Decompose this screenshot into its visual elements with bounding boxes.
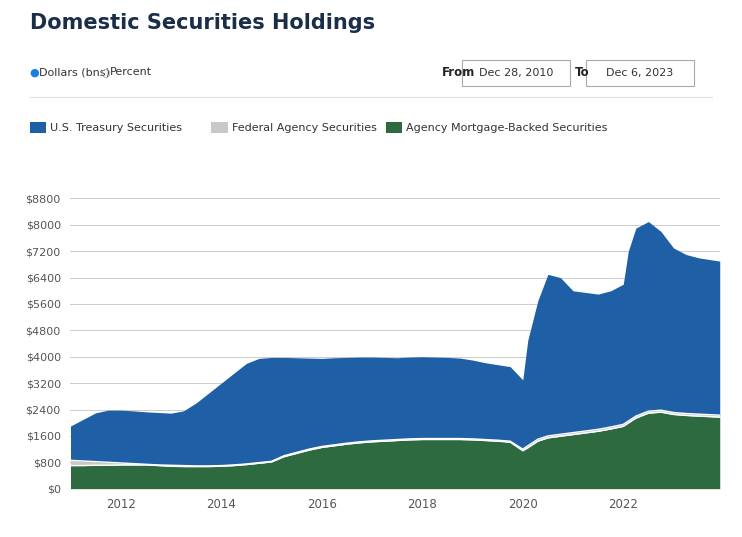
Text: ●: ● (30, 68, 39, 77)
Bar (386, 122, 402, 133)
Text: From: From (441, 66, 475, 79)
Text: Percent: Percent (110, 68, 152, 77)
FancyBboxPatch shape (586, 60, 694, 86)
Text: Dollars (bns): Dollars (bns) (39, 68, 111, 77)
Text: Federal Agency Securities: Federal Agency Securities (232, 123, 376, 133)
Text: Agency Mortgage-Backed Securities: Agency Mortgage-Backed Securities (406, 123, 607, 133)
Bar (30, 122, 46, 133)
Text: Domestic Securities Holdings: Domestic Securities Holdings (30, 13, 375, 33)
FancyBboxPatch shape (462, 60, 570, 86)
Text: Dec 6, 2023: Dec 6, 2023 (606, 68, 673, 78)
Text: U.S. Treasury Securities: U.S. Treasury Securities (50, 123, 182, 133)
Bar (211, 122, 228, 133)
Text: To: To (575, 66, 590, 79)
Text: ○: ○ (100, 68, 110, 77)
Text: Dec 28, 2010: Dec 28, 2010 (479, 68, 553, 78)
